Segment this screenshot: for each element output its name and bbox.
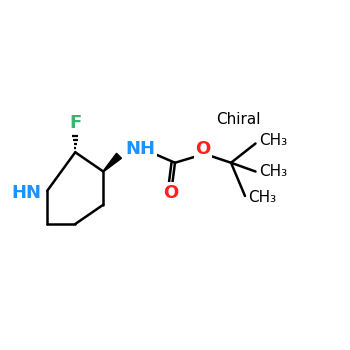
Text: HN: HN [11,183,41,202]
Text: F: F [69,114,81,132]
Text: CH₃: CH₃ [259,133,287,148]
Text: Chiral: Chiral [216,112,260,126]
Text: O: O [163,183,179,202]
Text: CH₃: CH₃ [259,164,287,179]
Text: O: O [195,140,211,158]
Text: NH: NH [125,140,155,158]
Polygon shape [103,153,121,172]
Text: CH₃: CH₃ [248,190,276,205]
